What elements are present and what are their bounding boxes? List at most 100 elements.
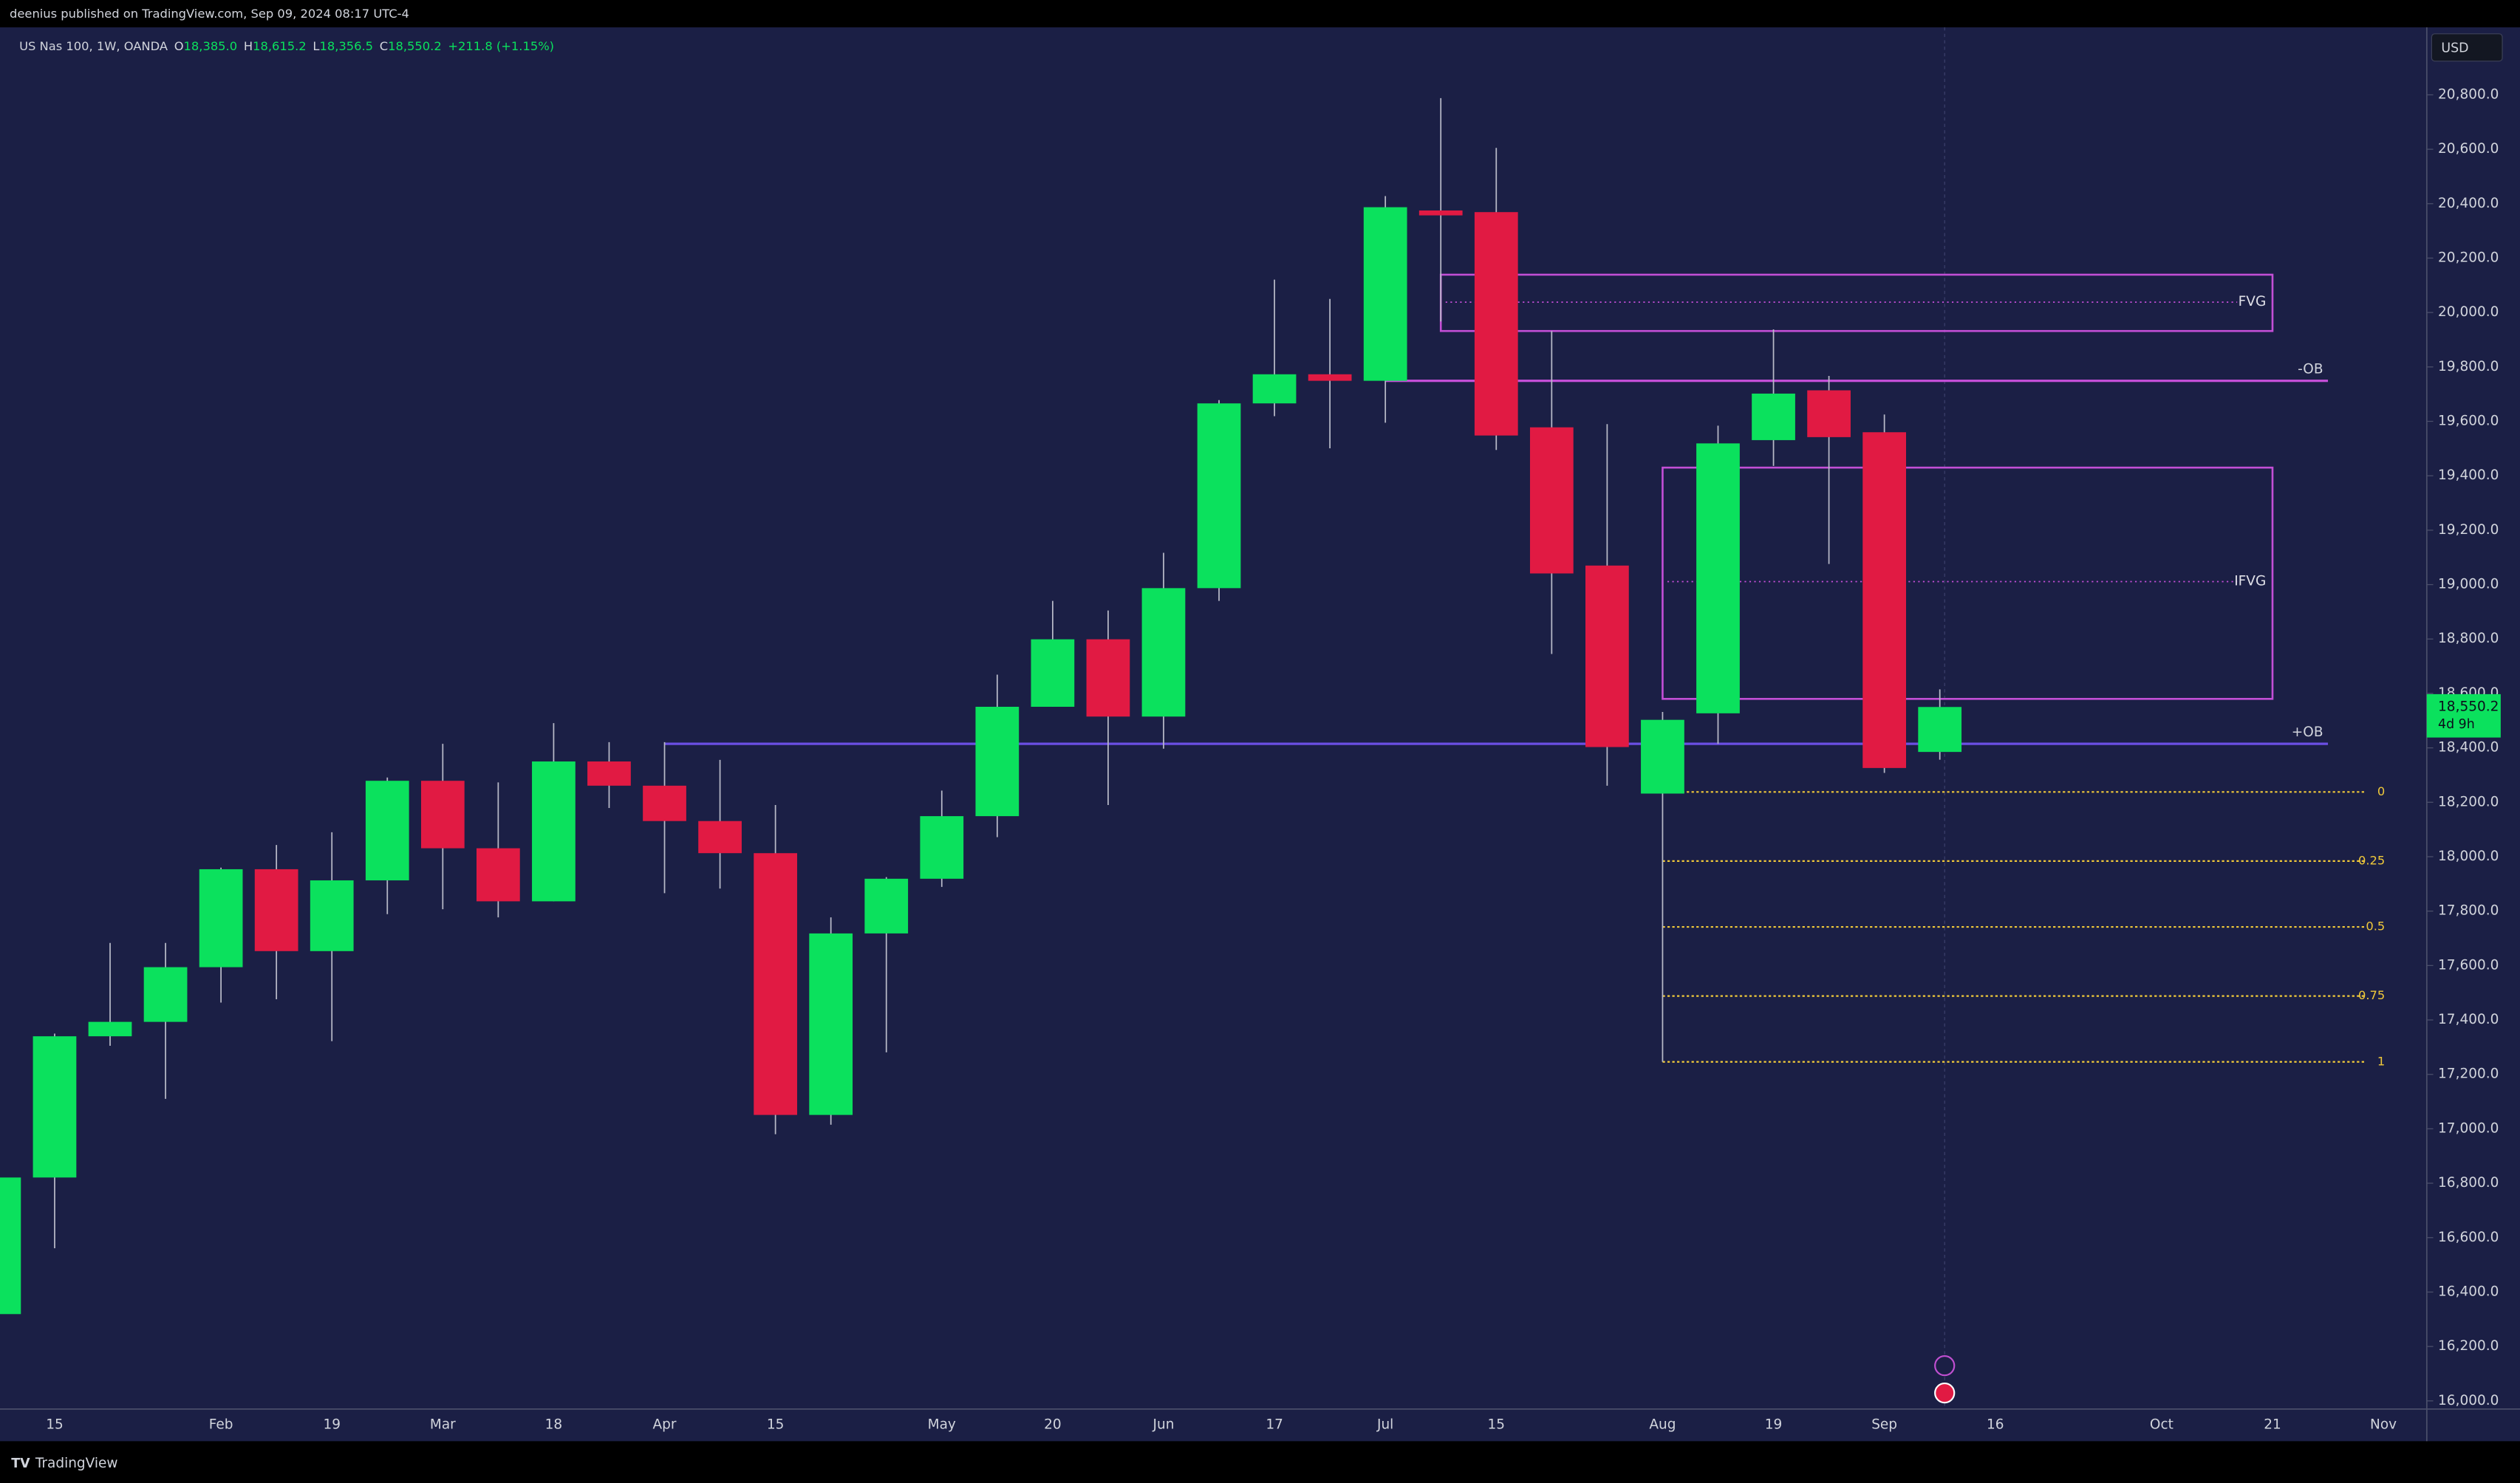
candle-body <box>1031 639 1075 707</box>
candle-body <box>1418 210 1463 216</box>
x-tick-label: 15 <box>1488 1417 1506 1433</box>
y-tick-label: 17,000.0 <box>2438 1120 2499 1136</box>
candle-body <box>1141 588 1186 717</box>
legend-key: O <box>174 39 184 53</box>
candle-body <box>1752 393 1795 440</box>
y-tick-label: 16,400.0 <box>2438 1284 2499 1299</box>
y-tick-label: 19,400.0 <box>2438 467 2499 483</box>
x-tick-label: 16 <box>1987 1417 2004 1433</box>
legend-key: L <box>313 39 319 53</box>
legend-value: 18,615.2 <box>253 39 307 53</box>
candle-body <box>587 761 631 786</box>
candle-body <box>1529 427 1574 574</box>
y-tick-label: 16,600.0 <box>2438 1230 2499 1245</box>
y-tick-label: 17,400.0 <box>2438 1012 2499 1027</box>
plot <box>0 97 2364 1315</box>
candle-body <box>254 869 298 951</box>
legend-value: 18,385.0 <box>184 39 238 53</box>
y-tick-label: 16,000.0 <box>2438 1393 2499 1408</box>
y-tick-label: 20,400.0 <box>2438 196 2499 211</box>
candle-body <box>199 869 243 967</box>
candle-body <box>1585 565 1629 747</box>
y-tick-label: 17,800.0 <box>2438 903 2499 919</box>
candle-body <box>1862 432 1907 768</box>
candle-body <box>809 933 853 1115</box>
candle-body <box>1197 403 1241 589</box>
x-tick-label: 19 <box>1765 1417 1783 1433</box>
x-tick-label: Sep <box>1871 1417 1897 1433</box>
legend-symbol: US Nas 100, 1W, OANDA <box>19 39 168 53</box>
y-tick-label: 19,600.0 <box>2438 414 2499 429</box>
x-tick-label: Oct <box>2150 1417 2174 1433</box>
y-tick-label: 18,400.0 <box>2438 740 2499 756</box>
x-tick-label: Jul <box>1376 1417 1393 1433</box>
x-tick-label: Nov <box>2370 1417 2397 1433</box>
candle-body <box>88 1021 132 1037</box>
y-tick-label: 19,200.0 <box>2438 522 2499 538</box>
fib-label: 0.75 <box>2358 988 2385 1002</box>
x-tick-label: Mar <box>430 1417 456 1433</box>
overlay: FVG IFVG -OB +OB 0 0.25 0.5 0.75 1 <box>2234 294 2385 1068</box>
candle-body <box>643 785 686 821</box>
legend-change: +211.8 (+1.15%) <box>448 39 554 53</box>
zone-label: FVG <box>2239 294 2267 309</box>
legend-value: 18,550.2 <box>388 39 442 53</box>
y-tick-label: 17,600.0 <box>2438 957 2499 973</box>
countdown-label: 4d 9h <box>2438 717 2475 732</box>
candle-body <box>1807 390 1851 437</box>
y-tick-label: 20,000.0 <box>2438 304 2499 320</box>
candle-body <box>864 878 909 934</box>
legend-value: 18,356.5 <box>319 39 373 53</box>
x-tick-label: 21 <box>2264 1417 2281 1433</box>
zone-box <box>1662 466 2274 700</box>
y-tick-label: 17,200.0 <box>2438 1066 2499 1082</box>
x-tick-label: 20 <box>1044 1417 1062 1433</box>
candle-body <box>1918 707 1962 753</box>
currency-box[interactable] <box>2431 33 2503 62</box>
y-tick-label: 20,800.0 <box>2438 86 2499 102</box>
legend-key: H <box>244 39 253 53</box>
candle-body <box>1252 374 1297 404</box>
fib-label: 0 <box>2377 784 2385 798</box>
legend-key: C <box>380 39 388 53</box>
fib-label: 0.25 <box>2358 853 2385 867</box>
plot-area <box>0 27 2427 1409</box>
x-tick-label: 18 <box>545 1417 563 1433</box>
currency[interactable]: USD <box>2441 41 2468 55</box>
candle-body <box>920 816 964 879</box>
y-tick-label: 20,200.0 <box>2438 250 2499 265</box>
level-label: +OB <box>2292 725 2323 740</box>
candle-body <box>754 853 797 1115</box>
x-tick-label: Aug <box>1649 1417 1676 1433</box>
x-tick-label: 15 <box>46 1417 64 1433</box>
zone-label: IFVG <box>2234 574 2266 589</box>
brand-mark: TV <box>11 1456 30 1471</box>
candle-body <box>33 1036 77 1178</box>
time-axis-area <box>0 1408 2427 1442</box>
candle-body <box>365 781 409 881</box>
event-icon[interactable] <box>1934 1382 1956 1404</box>
fib-label: 1 <box>2377 1054 2385 1068</box>
candle-body <box>1641 719 1684 794</box>
candle-body <box>420 781 465 849</box>
y-tick-label: 20,600.0 <box>2438 141 2499 157</box>
x-tick-label: 15 <box>767 1417 785 1433</box>
y-tick-label: 18,000.0 <box>2438 849 2499 864</box>
candle-body <box>1696 443 1740 713</box>
y-tick-label: 19,000.0 <box>2438 577 2499 592</box>
candle-body <box>0 1177 21 1315</box>
last-price-label: 18,550.2 <box>2438 699 2499 714</box>
candle-body <box>532 761 576 902</box>
candle-body <box>1474 212 1518 436</box>
x-tick-label: Jun <box>1153 1417 1175 1433</box>
level-label: -OB <box>2298 361 2323 377</box>
x-tick-label: Apr <box>653 1417 677 1433</box>
event-icon[interactable] <box>1934 1354 1956 1377</box>
y-tick-label: 19,800.0 <box>2438 359 2499 374</box>
candle-body <box>975 706 1020 817</box>
x-tick-label: Feb <box>209 1417 233 1433</box>
y-tick-label: 16,800.0 <box>2438 1175 2499 1191</box>
publisher: deenius published on TradingView.com, Se… <box>10 7 409 21</box>
